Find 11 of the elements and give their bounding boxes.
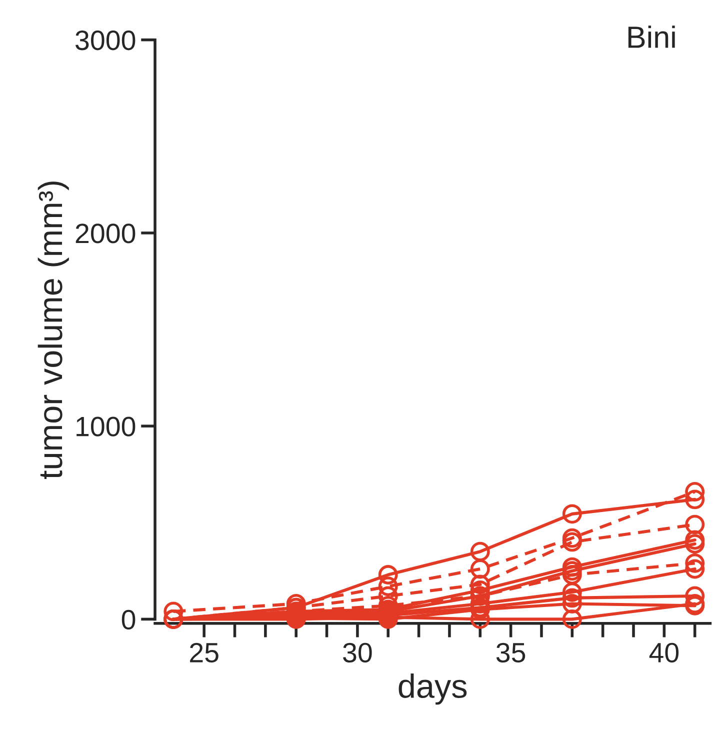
x-tick-label: 30 bbox=[343, 642, 372, 662]
x-tick-label: 25 bbox=[190, 642, 218, 662]
chart-title: Bini bbox=[628, 26, 675, 48]
y-tick-label: 0 bbox=[122, 610, 136, 630]
y-tick-label: 3000 bbox=[76, 30, 136, 50]
y-tick-label: 1000 bbox=[76, 416, 136, 436]
x-tick-label: 40 bbox=[649, 642, 679, 662]
x-tick-label: 35 bbox=[496, 642, 526, 662]
x-axis-title: days bbox=[398, 674, 467, 705]
y-axis-title: tumor volume (mm³) bbox=[38, 182, 69, 480]
y-tick-label: 2000 bbox=[76, 224, 136, 244]
